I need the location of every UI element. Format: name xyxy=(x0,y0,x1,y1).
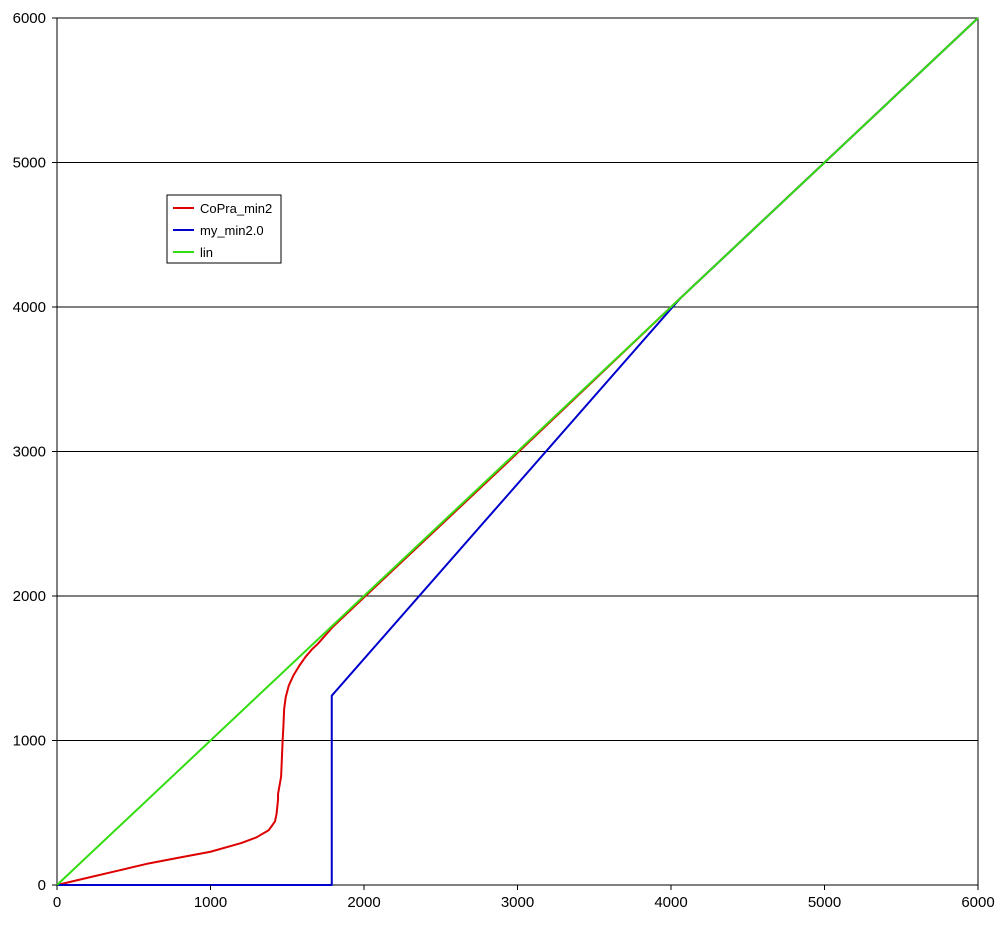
y-tick-label-1: 1000 xyxy=(13,733,46,750)
x-tick-label-3: 3000 xyxy=(501,894,534,911)
legend-label-1: my_min2.0 xyxy=(200,223,264,238)
axes xyxy=(52,17,979,890)
x-tick-label-5: 5000 xyxy=(808,894,841,911)
x-tick-label-2: 2000 xyxy=(347,894,380,911)
legend-label-0: CoPra_min2 xyxy=(200,201,272,216)
x-tick-label-6: 6000 xyxy=(961,894,994,911)
x-tick-label-0: 0 xyxy=(53,894,61,911)
y-tick-label-2: 2000 xyxy=(13,588,46,605)
y-tick-labels: 0 1000 2000 3000 4000 5000 6000 xyxy=(13,10,46,894)
y-tick-label-6: 6000 xyxy=(13,10,46,27)
x-tick-label-4: 4000 xyxy=(654,894,687,911)
y-tick-label-0: 0 xyxy=(38,877,46,894)
series-lines xyxy=(56,17,979,886)
x-tick-labels: 0 1000 2000 3000 4000 5000 6000 xyxy=(53,894,995,911)
y-tick-label-4: 4000 xyxy=(13,299,46,316)
series-line-copra-min2 xyxy=(56,17,979,886)
y-tick-label-5: 5000 xyxy=(13,155,46,172)
series-line-lin xyxy=(56,17,979,886)
legend-label-2: lin xyxy=(200,245,213,260)
y-tick-label-3: 3000 xyxy=(13,444,46,461)
x-tick-label-1: 1000 xyxy=(194,894,227,911)
